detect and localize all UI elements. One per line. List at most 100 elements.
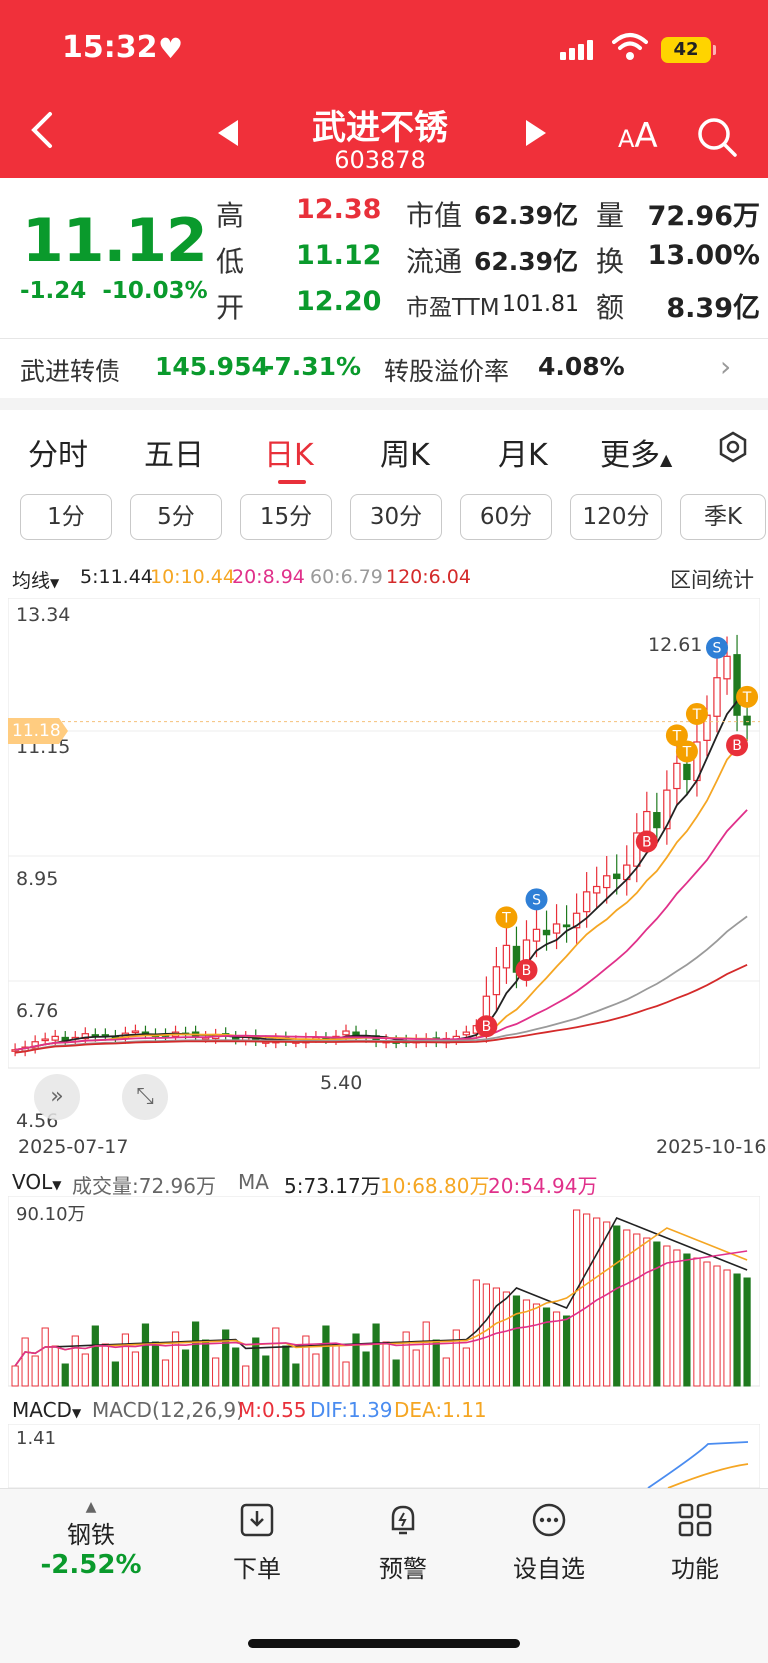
volume-bar — [583, 1213, 591, 1387]
macd-max-label: 1.41 — [16, 1428, 57, 1449]
volume-bar — [502, 1291, 511, 1387]
buy-marker — [635, 830, 658, 853]
functions-button[interactable]: 功能 — [640, 1501, 750, 1584]
volume-bar — [733, 1273, 741, 1387]
tab-intraday[interactable]: 分时 — [28, 438, 88, 473]
ma120-line — [14, 963, 748, 1054]
bond-price: 145.954 — [155, 352, 269, 381]
ma60-value: 60:6.79 — [310, 566, 383, 588]
volume-bar — [61, 1363, 69, 1387]
more-circle-icon — [532, 1503, 566, 1537]
ma-selector[interactable]: 均线▼ — [12, 566, 59, 593]
change-percent: -10.03% — [102, 278, 208, 304]
volume-bar — [131, 1351, 140, 1387]
caret-down-icon: ▼ — [50, 576, 60, 590]
tab-daily-k[interactable]: 日K — [264, 438, 314, 473]
search-icon[interactable] — [696, 116, 738, 162]
period-15min[interactable]: 15分 — [240, 494, 332, 540]
order-button[interactable]: 下单 — [202, 1501, 312, 1584]
next-stock-button[interactable] — [526, 120, 546, 146]
tab-monthly-k[interactable]: 月K — [498, 438, 548, 473]
macd-selector[interactable]: MACD▼ — [12, 1398, 81, 1422]
vol-total: 成交量:72.96万 — [72, 1174, 216, 1198]
tab-five-day[interactable]: 五日 — [144, 438, 204, 473]
t-marker — [675, 740, 698, 763]
candle — [683, 763, 691, 781]
stock-code: 603878 — [334, 146, 426, 174]
volume-bar — [482, 1283, 490, 1387]
volume-bar — [352, 1333, 360, 1387]
settings-icon[interactable] — [716, 430, 750, 468]
sector-button[interactable]: ▲ 钢铁 -2.52% — [36, 1499, 146, 1580]
amount-value: 8.39亿 — [666, 293, 760, 324]
vol-max-label: 90.10万 — [16, 1204, 86, 1225]
volume-bar — [372, 1323, 380, 1387]
period-120min[interactable]: 120分 — [570, 494, 662, 540]
status-time: 15:32 — [62, 30, 158, 65]
wifi-icon — [612, 30, 648, 66]
high-label: 高 — [216, 199, 245, 232]
volume-bar — [342, 1361, 350, 1387]
alert-button[interactable]: 预警 — [348, 1501, 458, 1584]
volume-bar — [462, 1347, 470, 1387]
candle — [562, 924, 571, 928]
volume-bar — [743, 1277, 751, 1387]
back-button[interactable] — [28, 110, 56, 158]
low-marker-label: 5.40 — [320, 1072, 363, 1094]
tab-weekly-k[interactable]: 周K — [380, 438, 430, 473]
period-1min[interactable]: 1分 — [20, 494, 112, 540]
header-bar: 15:32 ♥ 42 武进不锈 603878 AA — [0, 0, 768, 178]
pe-label: 市盈TTM — [406, 295, 500, 321]
font-size-button[interactable]: AA — [618, 116, 658, 156]
volume-bar — [663, 1245, 671, 1387]
vol-label: VOL — [12, 1170, 53, 1194]
fullscreen-icon[interactable]: ⤡ — [122, 1074, 168, 1120]
dif-line — [647, 1441, 749, 1488]
caret-up-icon: ▲ — [85, 1499, 97, 1515]
candle — [502, 944, 511, 969]
period-60min[interactable]: 60分 — [460, 494, 552, 540]
macd-m: M:0.55 — [238, 1398, 307, 1422]
volume-bar — [522, 1299, 531, 1387]
ma60-line — [14, 915, 748, 1054]
volume-bar — [272, 1327, 280, 1387]
volume-bar — [442, 1357, 450, 1387]
volume-bar — [492, 1287, 501, 1387]
x-start-label: 2025-07-17 — [18, 1136, 129, 1158]
prev-stock-button[interactable] — [218, 120, 238, 146]
period-30min[interactable]: 30分 — [350, 494, 442, 540]
vol-selector[interactable]: VOL▼ — [12, 1170, 61, 1194]
open-label: 开 — [216, 291, 245, 324]
tab-more[interactable]: 更多▲ — [600, 430, 672, 474]
period-5min[interactable]: 5分 — [130, 494, 222, 540]
macd-dea: DEA:1.11 — [394, 1398, 487, 1422]
ma10-value: 10:10.44 — [150, 566, 235, 588]
candle — [532, 928, 541, 942]
t-marker — [685, 702, 708, 725]
vol-ma-label: MA — [238, 1170, 269, 1194]
buy-marker — [726, 734, 749, 757]
range-stats-button[interactable]: 区间统计 — [670, 568, 754, 592]
volume-chart[interactable] — [8, 1196, 760, 1388]
market-cap-label: 市值 — [406, 199, 463, 232]
volume-bar — [21, 1337, 29, 1387]
candle — [492, 966, 501, 996]
volume-bar — [673, 1249, 681, 1387]
ma5-value: 5:11.44 — [80, 566, 153, 588]
add-watchlist-button[interactable]: 设自选 — [494, 1501, 604, 1584]
bond-change: -7.31% — [264, 352, 362, 381]
volume-bar — [51, 1345, 59, 1387]
period-quarter[interactable]: 季K — [680, 494, 766, 540]
volume-bar — [322, 1325, 330, 1387]
caret-up-icon: ▲ — [660, 450, 673, 469]
volume-bar — [512, 1295, 521, 1387]
volume-bar — [623, 1229, 631, 1387]
volume-bar — [312, 1353, 320, 1387]
candle — [552, 923, 561, 934]
expand-left-icon[interactable]: » — [34, 1074, 80, 1120]
open-value: 12.20 — [296, 286, 382, 317]
section-gap — [0, 398, 768, 410]
pe-value: 101.81 — [502, 292, 579, 317]
volume-bar — [683, 1253, 691, 1387]
